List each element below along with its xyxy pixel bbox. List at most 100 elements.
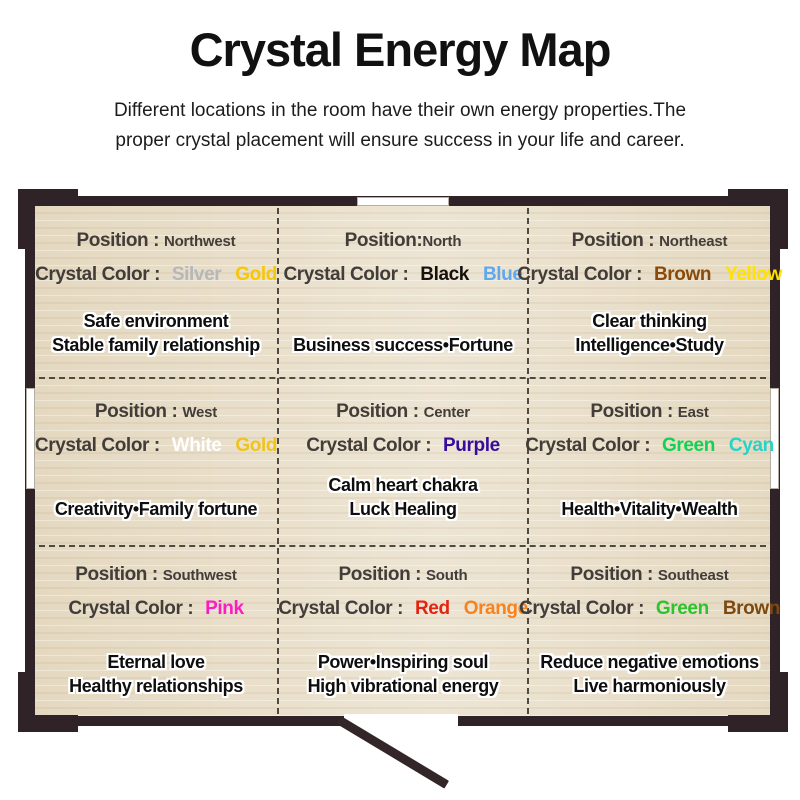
- crystal-color-word: Gold: [235, 435, 278, 456]
- property-line: High vibrational energy: [307, 676, 499, 696]
- crystal-color-word: Purple: [443, 435, 500, 456]
- property-line: Clear thinking: [592, 311, 707, 331]
- position-line: Position:North: [345, 229, 462, 254]
- cell-north: Position:North Crystal Color : Black Blue…: [279, 206, 527, 377]
- crystal-color-line: Crystal Color : Purple: [306, 434, 500, 459]
- position-line: Position : East: [590, 400, 709, 425]
- crystal-color-label: Crystal Color :: [519, 598, 649, 619]
- crystal-color-label: Crystal Color :: [306, 435, 437, 456]
- page-subtitle: Different locations in the room have the…: [40, 96, 760, 156]
- crystal-color-word: Green: [655, 598, 709, 619]
- position-line: Position : Southwest: [75, 563, 237, 588]
- corner-top-right-v: [771, 189, 788, 249]
- crystal-color-line: Crystal Color : Silver Gold: [35, 263, 277, 288]
- properties: Eternal love Healthy relationships: [69, 650, 243, 698]
- crystal-color-line: Crystal Color : Red Orange: [278, 597, 528, 622]
- window-icon-left: [26, 388, 35, 489]
- property-line: Luck Healing: [349, 499, 457, 519]
- grid-divider-horizontal-1: [39, 377, 766, 379]
- grid-divider-vertical-1: [277, 208, 279, 714]
- property-line: Reduce negative emotions: [540, 652, 759, 672]
- crystal-color-word: Brown: [722, 598, 781, 619]
- property-line: Eternal love: [107, 652, 205, 672]
- crystal-color-word: Gold: [235, 264, 277, 285]
- position-line: Position : Center: [336, 400, 470, 425]
- properties: Health•Vitality•Wealth: [561, 497, 738, 521]
- position-line: Position : Northwest: [77, 229, 236, 254]
- properties: Power•Inspiring soul High vibrational en…: [308, 650, 499, 698]
- position-label: Position :: [76, 230, 164, 251]
- property-line: Business success•Fortune: [293, 335, 513, 355]
- cell-southwest: Position : Southwest Crystal Color : Pin…: [35, 547, 277, 716]
- position-label: Position :: [590, 401, 678, 422]
- properties: Creativity•Family fortune: [55, 497, 258, 521]
- cell-center: Position : Center Crystal Color : Purple…: [279, 379, 527, 545]
- crystal-color-word: Pink: [205, 598, 244, 619]
- properties: Clear thinking Intelligence•Study: [575, 309, 724, 357]
- subtitle-line-1: Different locations in the room have the…: [113, 100, 687, 121]
- position-label: Position :: [338, 564, 426, 585]
- window-icon-top: [357, 197, 449, 206]
- crystal-color-line: Crystal Color : Black Blue: [283, 263, 522, 288]
- crystal-color-line: Crystal Color : Pink: [68, 597, 244, 622]
- crystal-color-word: Orange: [463, 598, 529, 619]
- position-name: East: [677, 404, 709, 421]
- corner-bottom-right-v: [771, 672, 788, 732]
- position-name: Center: [423, 404, 471, 421]
- position-name: Northeast: [659, 233, 728, 250]
- cell-southeast: Position : Southeast Crystal Color : Gre…: [519, 547, 780, 716]
- position-name: Southwest: [162, 567, 237, 584]
- position-line: Position : West: [95, 400, 217, 425]
- position-line: Position : Southeast: [570, 563, 728, 588]
- subtitle-line-2: proper crystal placement will ensure suc…: [115, 130, 685, 151]
- position-name: Southeast: [657, 567, 729, 584]
- property-line: Stable family relationship: [52, 335, 260, 355]
- property-line: Power•Inspiring soul: [317, 652, 489, 672]
- wood-floor: [35, 206, 770, 716]
- position-name: Northwest: [163, 233, 236, 250]
- crystal-color-word: Silver: [171, 264, 222, 285]
- cell-east: Position : East Crystal Color : Green Cya…: [525, 379, 774, 545]
- position-line: Position : Northeast: [572, 229, 728, 254]
- crystal-color-label: Crystal Color :: [525, 435, 655, 456]
- page-title: Crystal Energy Map: [189, 23, 612, 76]
- crystal-color-label: Crystal Color :: [34, 435, 165, 456]
- position-name: North: [422, 233, 462, 250]
- crystal-color-word: Red: [414, 598, 450, 619]
- property-line: Health•Vitality•Wealth: [561, 499, 738, 519]
- crystal-color-word: Blue: [482, 264, 523, 285]
- position-line: Position : South: [339, 563, 468, 588]
- position-label: Position:: [344, 230, 423, 251]
- crystal-color-line: Crystal Color : Green Brown: [519, 597, 780, 622]
- crystal-color-line: Crystal Color : White Gold: [34, 434, 278, 459]
- crystal-color-word: Cyan: [728, 435, 774, 456]
- grid-divider-vertical-2: [527, 208, 529, 714]
- crystal-color-label: Crystal Color :: [278, 598, 408, 619]
- position-label: Position :: [94, 401, 183, 422]
- position-name: South: [425, 567, 468, 584]
- crystal-color-word: Green: [662, 435, 715, 456]
- crystal-color-word: Yellow: [725, 264, 782, 285]
- crystal-color-label: Crystal Color :: [283, 264, 414, 285]
- property-line: Intelligence•Study: [575, 335, 724, 355]
- crystal-color-word: White: [171, 435, 222, 456]
- crystal-color-word: Black: [420, 264, 469, 285]
- cell-west: Position : West Crystal Color : White Gol…: [34, 379, 278, 545]
- crystal-color-label: Crystal Color :: [517, 264, 647, 285]
- cell-south: Position : South Crystal Color : Red Oran…: [278, 547, 528, 716]
- property-line: Healthy relationships: [69, 676, 243, 696]
- property-line: Live harmoniously: [573, 676, 726, 696]
- cell-northwest: Position : Northwest Crystal Color : Sil…: [35, 206, 277, 377]
- properties: Business success•Fortune: [293, 333, 513, 357]
- position-name: West: [182, 404, 218, 421]
- window-icon-right: [770, 388, 779, 489]
- cell-northeast: Position : Northeast Crystal Color : Bro…: [517, 206, 782, 377]
- corner-top-left-v: [18, 189, 35, 249]
- position-label: Position :: [75, 564, 163, 585]
- crystal-color-label: Crystal Color :: [68, 598, 199, 619]
- corner-bottom-left-v: [18, 672, 35, 732]
- grid-divider-horizontal-2: [39, 545, 766, 547]
- door-opening: [344, 714, 458, 730]
- property-line: Safe environment: [83, 311, 229, 331]
